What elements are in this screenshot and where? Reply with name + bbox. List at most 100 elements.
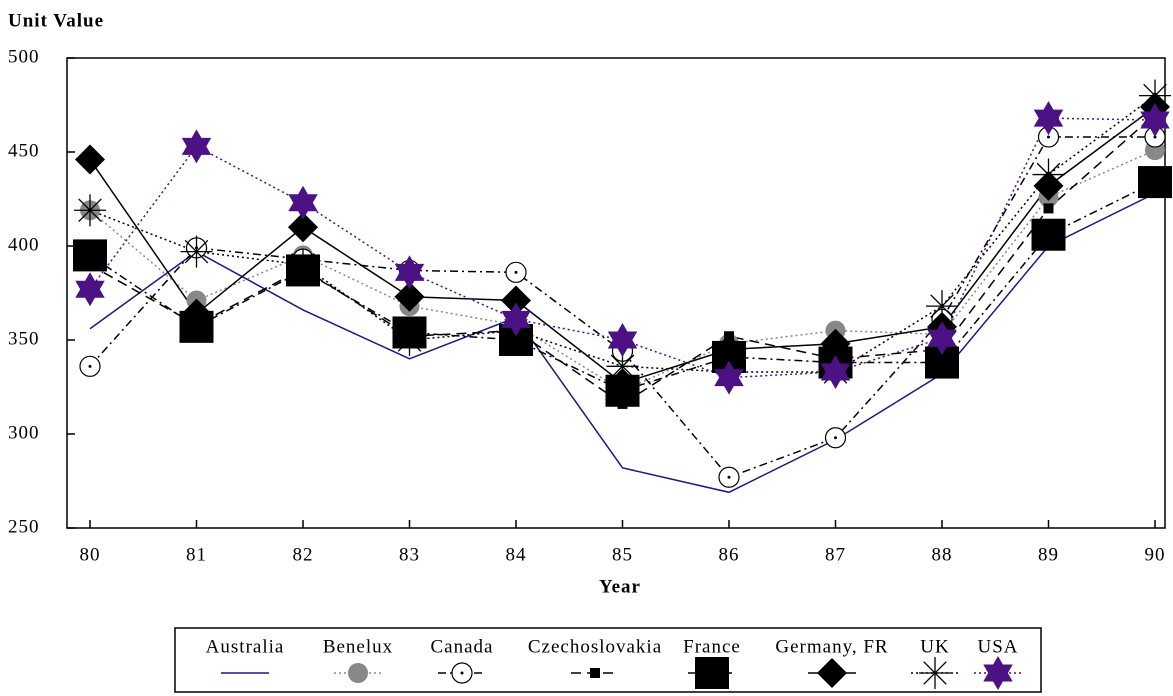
marker-shape xyxy=(817,658,847,688)
marker-shape xyxy=(288,212,318,243)
marker-shape xyxy=(181,129,212,164)
marker xyxy=(180,235,213,268)
marker xyxy=(919,657,951,689)
x-tick-label: 89 xyxy=(1038,544,1059,565)
marker-shape xyxy=(394,281,425,312)
marker xyxy=(74,194,106,227)
marker-shape xyxy=(727,475,731,479)
marker-shape xyxy=(923,661,947,685)
series-line xyxy=(89,136,1155,479)
marker xyxy=(79,355,101,377)
y-tick-label: 300 xyxy=(8,422,40,443)
marker-shape xyxy=(460,671,464,675)
x-tick-label: 83 xyxy=(399,544,420,565)
marker xyxy=(817,658,847,688)
marker xyxy=(181,298,212,329)
legend-label: Benelux xyxy=(323,636,393,657)
marker-shape xyxy=(288,185,318,220)
x-tick-label: 80 xyxy=(80,544,101,565)
marker xyxy=(393,324,426,356)
x-tick-label: 81 xyxy=(186,544,207,565)
marker xyxy=(75,144,105,175)
marker xyxy=(288,185,318,220)
plot-frame xyxy=(66,57,1166,529)
marker-shape xyxy=(1143,83,1167,108)
marker-shape xyxy=(610,354,635,379)
marker-shape xyxy=(695,657,729,689)
marker xyxy=(394,281,425,312)
legend-label: Germany, FR xyxy=(775,636,888,657)
marker-shape xyxy=(820,328,851,359)
marker xyxy=(927,321,957,356)
marker xyxy=(718,466,740,488)
x-tick-label: 86 xyxy=(719,544,740,565)
marker xyxy=(501,302,531,337)
x-tick-label: 90 xyxy=(1145,544,1166,565)
marker xyxy=(714,360,744,395)
marker-shape xyxy=(1043,203,1054,214)
marker xyxy=(287,248,319,281)
marker xyxy=(505,261,527,283)
marker-shape xyxy=(348,663,368,683)
marker-shape xyxy=(930,294,954,318)
marker-shape xyxy=(1036,162,1061,187)
marker-shape xyxy=(394,255,425,290)
marker-shape xyxy=(78,198,102,223)
x-tick-label: 87 xyxy=(825,544,846,565)
marker-shape xyxy=(1031,218,1066,251)
marker xyxy=(926,290,958,323)
y-tick-label: 400 xyxy=(8,234,40,255)
marker xyxy=(451,662,473,684)
y-tick-label: 500 xyxy=(8,46,40,67)
marker xyxy=(983,656,1013,690)
marker xyxy=(181,129,212,164)
marker-shape xyxy=(514,270,518,274)
marker-shape xyxy=(590,668,600,678)
marker-shape xyxy=(983,656,1013,690)
marker xyxy=(607,368,638,399)
legend-label: USA xyxy=(977,636,1018,657)
marker xyxy=(1138,166,1172,199)
marker-shape xyxy=(184,239,209,264)
marker xyxy=(394,255,425,290)
marker-shape xyxy=(1033,101,1064,136)
legend-label: Czechoslovakia xyxy=(528,636,662,657)
marker xyxy=(824,427,847,449)
marker xyxy=(607,323,638,357)
marker-shape xyxy=(73,239,107,272)
marker xyxy=(1033,101,1064,136)
marker-shape xyxy=(1138,166,1172,199)
legend-label: Canada xyxy=(431,636,494,657)
legend-label: UK xyxy=(920,636,949,657)
marker xyxy=(348,663,368,683)
marker xyxy=(714,334,744,365)
y-tick-label: 250 xyxy=(8,516,40,537)
marker-shape xyxy=(181,298,212,329)
marker xyxy=(820,354,851,389)
marker-shape xyxy=(927,321,957,356)
marker-shape xyxy=(501,285,531,316)
marker xyxy=(820,328,851,359)
x-tick-label: 84 xyxy=(506,544,527,565)
marker xyxy=(590,668,600,678)
marker-shape xyxy=(501,302,531,337)
marker xyxy=(695,657,729,689)
marker xyxy=(288,212,318,243)
marker-shape xyxy=(820,354,851,389)
marker-shape xyxy=(1140,103,1170,138)
marker-shape xyxy=(1047,135,1050,139)
marker xyxy=(1043,203,1054,214)
y-tick-label: 350 xyxy=(8,328,40,349)
legend-box xyxy=(174,627,1042,693)
marker xyxy=(1140,103,1170,138)
marker-shape xyxy=(607,368,638,399)
x-tick-label: 85 xyxy=(612,544,633,565)
marker xyxy=(73,239,107,272)
legend-label: Australia xyxy=(206,636,285,657)
x-tick-label: 82 xyxy=(293,544,314,565)
marker xyxy=(1031,218,1066,251)
x-tick-label: 88 xyxy=(932,544,953,565)
marker-shape xyxy=(834,436,837,440)
x-axis-label: Year xyxy=(599,576,641,597)
